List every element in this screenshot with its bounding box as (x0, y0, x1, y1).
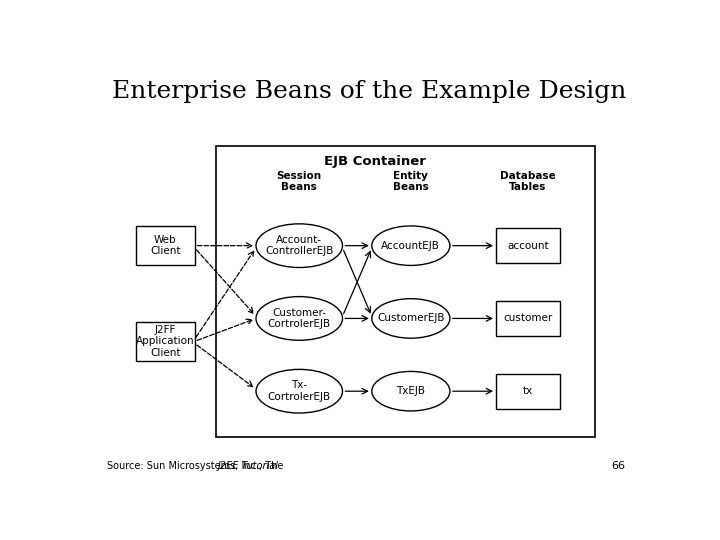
Bar (496, 301, 560, 336)
Ellipse shape (256, 369, 343, 413)
Bar (496, 374, 560, 409)
Text: customer: customer (503, 313, 553, 323)
Text: Tx-
CortrolerEJB: Tx- CortrolerEJB (268, 380, 330, 402)
Text: EJB Container: EJB Container (324, 155, 426, 168)
Text: J2EE Tutorial: J2EE Tutorial (217, 462, 278, 471)
Bar (215, 146, 595, 437)
Text: J2FF
Application
Client: J2FF Application Client (136, 325, 194, 358)
Text: Session
Beans: Session Beans (276, 171, 322, 192)
Text: Entity
Beans: Entity Beans (393, 171, 428, 192)
Text: AccountEJB: AccountEJB (382, 241, 441, 251)
Text: account: account (507, 241, 549, 251)
Ellipse shape (256, 296, 343, 340)
Bar (136, 321, 194, 361)
Text: tx: tx (523, 386, 533, 396)
Ellipse shape (372, 226, 450, 266)
Text: CustomerEJB: CustomerEJB (377, 313, 444, 323)
Text: Source: Sun Microsystems, Inc., The: Source: Sun Microsystems, Inc., The (107, 462, 287, 471)
Text: Database
Tables: Database Tables (500, 171, 556, 192)
Bar (496, 228, 560, 264)
Ellipse shape (256, 224, 343, 267)
Text: 66: 66 (612, 462, 626, 471)
Ellipse shape (372, 299, 450, 338)
Text: Web
Client: Web Client (150, 235, 181, 256)
Text: Account-
ControllerEJB: Account- ControllerEJB (265, 235, 333, 256)
Bar (136, 226, 194, 266)
Text: Customer-
CortrolerEJB: Customer- CortrolerEJB (268, 308, 330, 329)
Text: Enterprise Beans of the Example Design: Enterprise Beans of the Example Design (112, 80, 626, 103)
Ellipse shape (372, 372, 450, 411)
Text: TxEJB: TxEJB (396, 386, 426, 396)
